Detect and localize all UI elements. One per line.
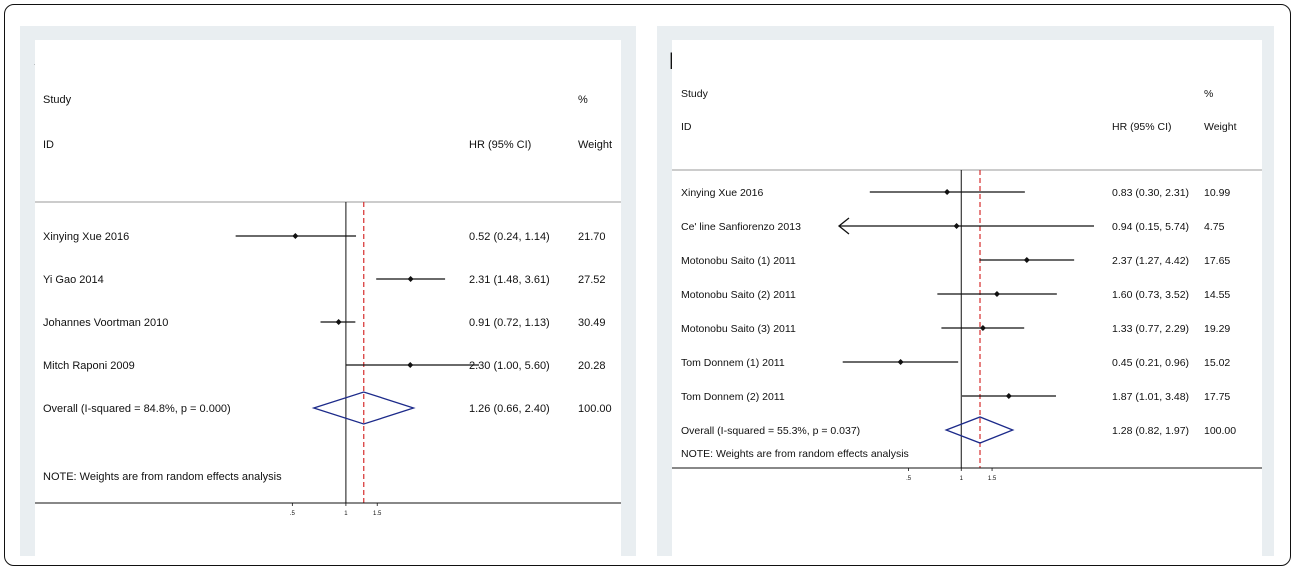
study-weight: 21.70 (578, 231, 606, 243)
header-id: ID (681, 121, 692, 133)
study-ci: 0.45 (0.21, 0.96) (1112, 357, 1189, 369)
study-ci: 0.83 (0.30, 2.31) (1112, 187, 1189, 199)
study-point (335, 319, 342, 325)
study-name: Xinying Xue 2016 (43, 231, 129, 243)
study-weight: 27.52 (578, 274, 606, 286)
study-ci: 0.91 (0.72, 1.13) (469, 317, 550, 329)
overall-diamond (311, 391, 416, 425)
header-id: ID (43, 139, 54, 151)
study-name: Mitch Raponi 2009 (43, 360, 135, 372)
header-hr-ci: HR (95% CI) (469, 139, 531, 151)
study-point (897, 359, 904, 365)
x-tick-label: 1 (344, 511, 348, 517)
overall-label: Overall (I-squared = 55.3%, p = 0.037) (681, 425, 860, 437)
study-weight: 17.75 (1204, 391, 1230, 403)
study-ci: 2.30 (1.00, 5.60) (469, 360, 550, 372)
study-name: Motonobu Saito (2) 2011 (681, 289, 796, 301)
study-weight: 17.65 (1204, 255, 1230, 267)
study-ci: 2.31 (1.48, 3.61) (469, 274, 550, 286)
header-weight: Weight (578, 139, 612, 151)
overall-weight: 100.00 (1204, 425, 1236, 437)
weights-note: NOTE: Weights are from random effects an… (681, 448, 909, 460)
study-name: Yi Gao 2014 (43, 274, 104, 286)
study-point (407, 362, 414, 368)
x-tick-label: 1.5 (373, 511, 382, 517)
study-ci: 1.60 (0.73, 3.52) (1112, 289, 1189, 301)
study-point (944, 189, 951, 195)
study-ci: 0.94 (0.15, 5.74) (1112, 221, 1189, 233)
overall-weight: 100.00 (578, 403, 612, 415)
study-point (1005, 393, 1012, 399)
study-name: Ce' line Sanfiorenzo 2013 (681, 221, 801, 233)
study-weight: 15.02 (1204, 357, 1230, 369)
study-point (993, 291, 1000, 297)
study-point (1023, 257, 1030, 263)
study-name: Johannes Voortman 2010 (43, 317, 168, 329)
study-ci: 1.33 (0.77, 2.29) (1112, 323, 1189, 335)
forest-plot-a: Study ID HR (95% CI)% Weight Xinying Xue 201… (35, 94, 621, 517)
study-name: Motonobu Saito (1) 2011 (681, 255, 796, 267)
header-hr-ci: HR (95% CI) (1112, 121, 1172, 133)
overall-label: Overall (I-squared = 84.8%, p = 0.000) (43, 403, 231, 415)
study-weight: 14.55 (1204, 289, 1230, 301)
study-name: Tom Donnem (1) 2011 (681, 357, 785, 369)
study-point (407, 276, 414, 282)
study-name: Tom Donnem (2) 2011 (681, 391, 785, 403)
study-weight: 30.49 (578, 317, 606, 329)
header-study: Study (43, 94, 72, 106)
x-tick-label: .5 (906, 476, 912, 482)
header-percent: % (578, 94, 588, 106)
ci-arrow-left (837, 217, 850, 235)
overall-ci: 1.28 (0.82, 1.97) (1112, 425, 1189, 437)
study-weight: 19.29 (1204, 323, 1230, 335)
x-tick-label: .5 (290, 511, 296, 517)
study-weight: 20.28 (578, 360, 606, 372)
weights-note: NOTE: Weights are from random effects an… (43, 471, 282, 483)
study-weight: 10.99 (1204, 187, 1230, 199)
study-name: Xinying Xue 2016 (681, 187, 763, 199)
x-tick-label: 1 (960, 476, 964, 482)
header-percent: % (1204, 88, 1213, 100)
study-point (292, 233, 299, 239)
study-ci: 1.87 (1.01, 3.48) (1112, 391, 1189, 403)
study-weight: 4.75 (1204, 221, 1225, 233)
study-ci: 0.52 (0.24, 1.14) (469, 231, 550, 243)
x-tick-label: 1.5 (988, 476, 997, 482)
study-point (979, 325, 986, 331)
overall-diamond (944, 416, 1015, 444)
study-ci: 2.37 (1.27, 4.42) (1112, 255, 1189, 267)
header-study: Study (681, 88, 709, 100)
header-weight: Weight (1204, 121, 1237, 133)
overall-ci: 1.26 (0.66, 2.40) (469, 403, 550, 415)
study-point (953, 223, 960, 229)
forest-plot-b: Study ID HR (95% CI)% Weight Xinying Xue 201… (672, 88, 1262, 482)
study-name: Motonobu Saito (3) 2011 (681, 323, 796, 335)
